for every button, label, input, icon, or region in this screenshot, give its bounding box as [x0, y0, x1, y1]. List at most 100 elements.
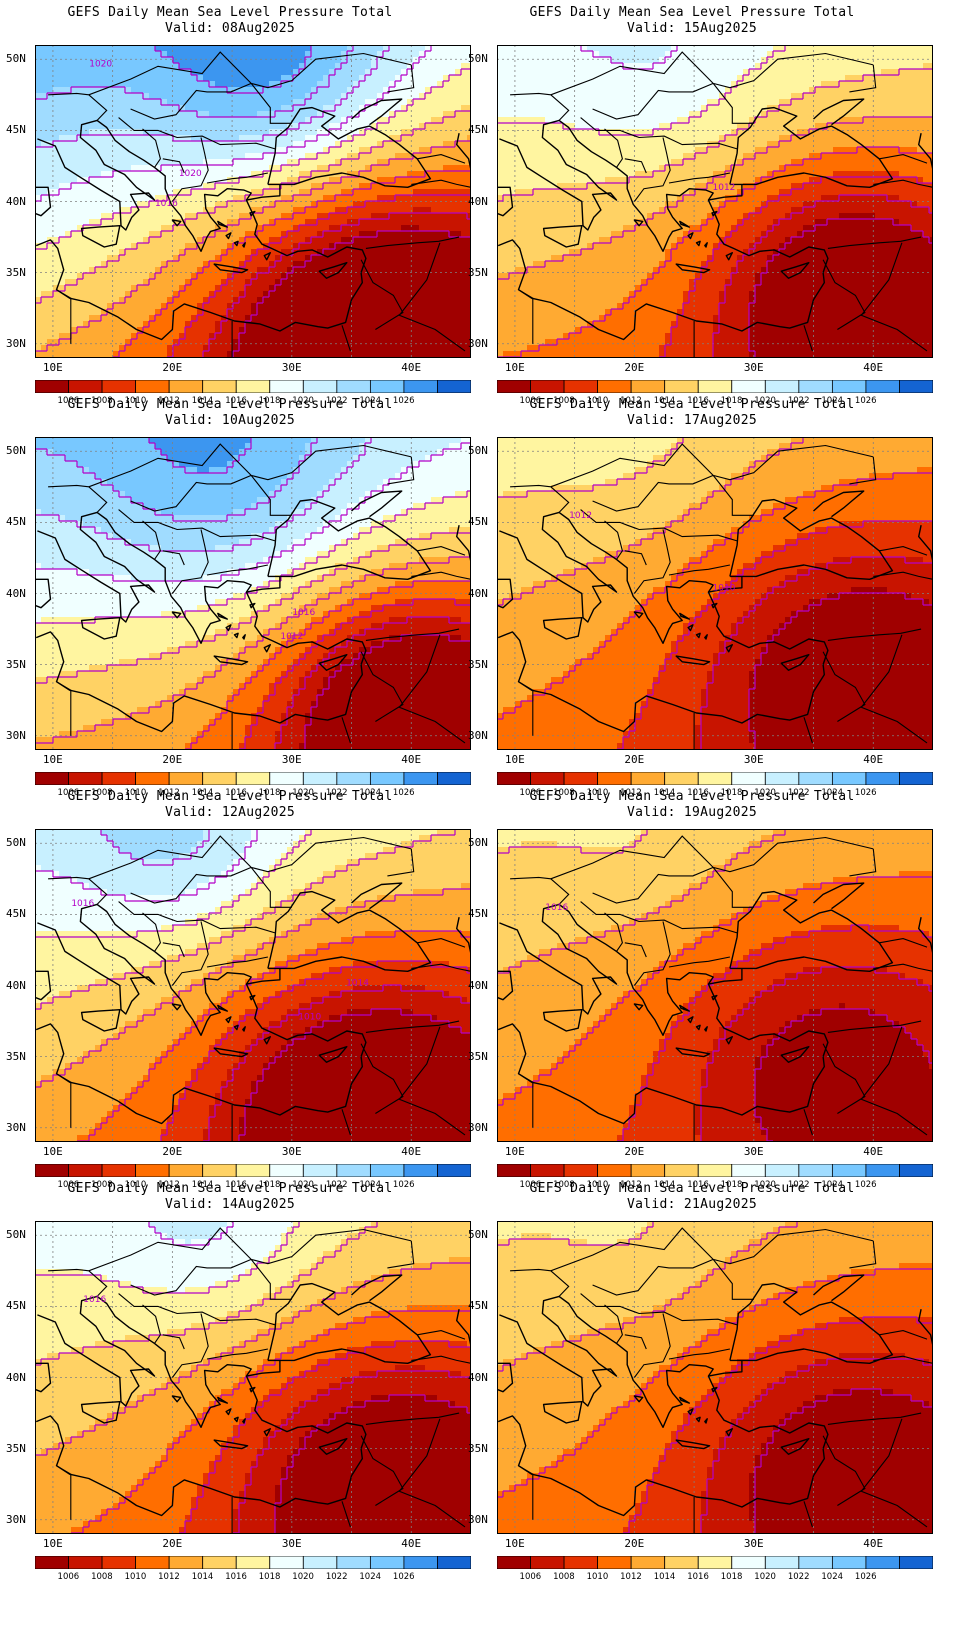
- graticule: [497, 45, 933, 358]
- pressure-map: 1016 1014 1010: [35, 829, 471, 1142]
- colorbar-label: 1024: [359, 1180, 381, 1190]
- lat-tick-label: 45N: [468, 515, 488, 528]
- colorbar-label: 1006: [520, 788, 542, 798]
- colorbar-label: 1026: [393, 788, 415, 798]
- colorbar-label: 1006: [520, 396, 542, 406]
- coastlines: [497, 98, 933, 341]
- colorbar-label: 1024: [821, 788, 843, 798]
- coastlines: [497, 1274, 933, 1517]
- lat-tick-label: 45N: [468, 907, 488, 920]
- lon-tick-label: 10E: [43, 1145, 63, 1158]
- lat-tick-label: 35N: [6, 658, 26, 671]
- colorbar-label: 1010: [125, 396, 147, 406]
- lon-tick-label: 20E: [624, 753, 644, 766]
- pressure-map-svg: 1012: [497, 45, 933, 358]
- lon-tick-label: 40E: [401, 361, 421, 374]
- colorbar-label: 1014: [192, 788, 214, 798]
- lon-tick-label: 20E: [162, 361, 182, 374]
- lat-tick-label: 30N: [468, 729, 488, 742]
- colorbar-label: 1022: [788, 788, 810, 798]
- colorbar-label: 1014: [192, 396, 214, 406]
- lon-tick-label: 30E: [282, 1537, 302, 1550]
- lat-tick-label: 35N: [468, 266, 488, 279]
- lon-tick-label: 40E: [863, 753, 883, 766]
- valid-date: Valid: 12Aug2025: [0, 805, 460, 820]
- lon-tick-label: 20E: [162, 1537, 182, 1550]
- colorbar-label: 1008: [91, 788, 113, 798]
- colorbar-label: 1022: [326, 1180, 348, 1190]
- colorbar-swatch: [403, 1556, 438, 1569]
- isobar-label: 1016: [83, 1295, 106, 1305]
- colorbar-svg: [497, 772, 933, 785]
- lat-tick-label: 35N: [468, 658, 488, 671]
- lon-tick-label: 10E: [43, 1537, 63, 1550]
- graticule: [35, 829, 471, 1142]
- colorbar-label: 1022: [326, 1572, 348, 1582]
- lat-tick-label: 35N: [6, 1050, 26, 1063]
- lat-tick-label: 50N: [6, 52, 26, 65]
- coastlines: [497, 882, 933, 1125]
- colorbar-label: 1008: [553, 788, 575, 798]
- colorbar-swatch: [530, 1556, 565, 1569]
- panel-title: GEFS Daily Mean Sea Level Pressure Total: [0, 5, 460, 20]
- colorbar-label: 1024: [821, 396, 843, 406]
- colorbar-swatch: [899, 380, 933, 393]
- lon-tick-label: 10E: [505, 753, 525, 766]
- isobar-labels: 1016 1014 1010: [71, 899, 369, 1023]
- lat-tick-label: 45N: [6, 1299, 26, 1312]
- lon-tick-label: 10E: [505, 1537, 525, 1550]
- colorbar-label: 1008: [553, 1572, 575, 1582]
- lat-tick-label: 35N: [468, 1442, 488, 1455]
- colorbar-label: 1020: [754, 788, 776, 798]
- colorbar-swatch: [664, 1556, 699, 1569]
- colorbar-swatch: [135, 1556, 170, 1569]
- colorbar-swatch: [437, 1164, 471, 1177]
- colorbar-label: 1010: [125, 1180, 147, 1190]
- isobar-label: 1010: [713, 584, 736, 594]
- lat-tick-label: 50N: [468, 52, 488, 65]
- colorbar-label: 1018: [721, 396, 743, 406]
- lon-tick-label: 10E: [505, 361, 525, 374]
- colorbar-swatch: [831, 1556, 867, 1569]
- colorbar-label: 1026: [393, 1572, 415, 1582]
- colorbar-label: 1020: [754, 1572, 776, 1582]
- map-frame: [497, 1221, 933, 1534]
- colorbar: [497, 1164, 933, 1177]
- pressure-map: 1016 1012: [35, 437, 471, 750]
- panel-title: GEFS Daily Mean Sea Level Pressure Total: [462, 1181, 922, 1196]
- pressure-field: [497, 437, 933, 750]
- colorbar-label: 1012: [620, 788, 642, 798]
- isobar-labels: 1016: [83, 1295, 106, 1305]
- lon-tick-label: 10E: [43, 753, 63, 766]
- pressure-map: 1016: [497, 829, 933, 1142]
- isobar-label: 1010: [298, 1013, 321, 1023]
- colorbar-label: 1012: [158, 396, 180, 406]
- colorbar-swatch: [899, 1556, 933, 1569]
- colorbar-label: 1012: [158, 788, 180, 798]
- map-panel: GEFS Daily Mean Sea Level Pressure Total…: [462, 784, 933, 1190]
- colorbar-label: 1020: [292, 1180, 314, 1190]
- borders: [48, 51, 471, 358]
- colorbar-swatch: [597, 1556, 632, 1569]
- lat-tick-label: 50N: [6, 1228, 26, 1241]
- colorbar: [35, 1556, 471, 1569]
- colorbar-label: 1018: [259, 1572, 281, 1582]
- panel-title: GEFS Daily Mean Sea Level Pressure Total: [0, 397, 460, 412]
- map-frame: [497, 45, 933, 358]
- lon-tick-label: 40E: [401, 753, 421, 766]
- colorbar-label: 1018: [259, 396, 281, 406]
- isobars: [35, 1221, 471, 1534]
- lat-tick-label: 50N: [468, 444, 488, 457]
- lon-tick-label: 40E: [863, 1537, 883, 1550]
- panel-title: GEFS Daily Mean Sea Level Pressure Total: [0, 789, 460, 804]
- isobar-labels: 1012: [713, 183, 736, 193]
- coastlines: [35, 882, 471, 1125]
- lat-tick-label: 30N: [6, 1513, 26, 1526]
- colorbar-label: 1018: [721, 1180, 743, 1190]
- colorbar-swatch: [865, 1556, 900, 1569]
- colorbar-svg: [497, 1164, 933, 1177]
- colorbar-swatch: [899, 1164, 933, 1177]
- colorbar-label: 1010: [587, 396, 609, 406]
- pressure-field: [35, 437, 471, 750]
- colorbar-svg: [35, 380, 471, 393]
